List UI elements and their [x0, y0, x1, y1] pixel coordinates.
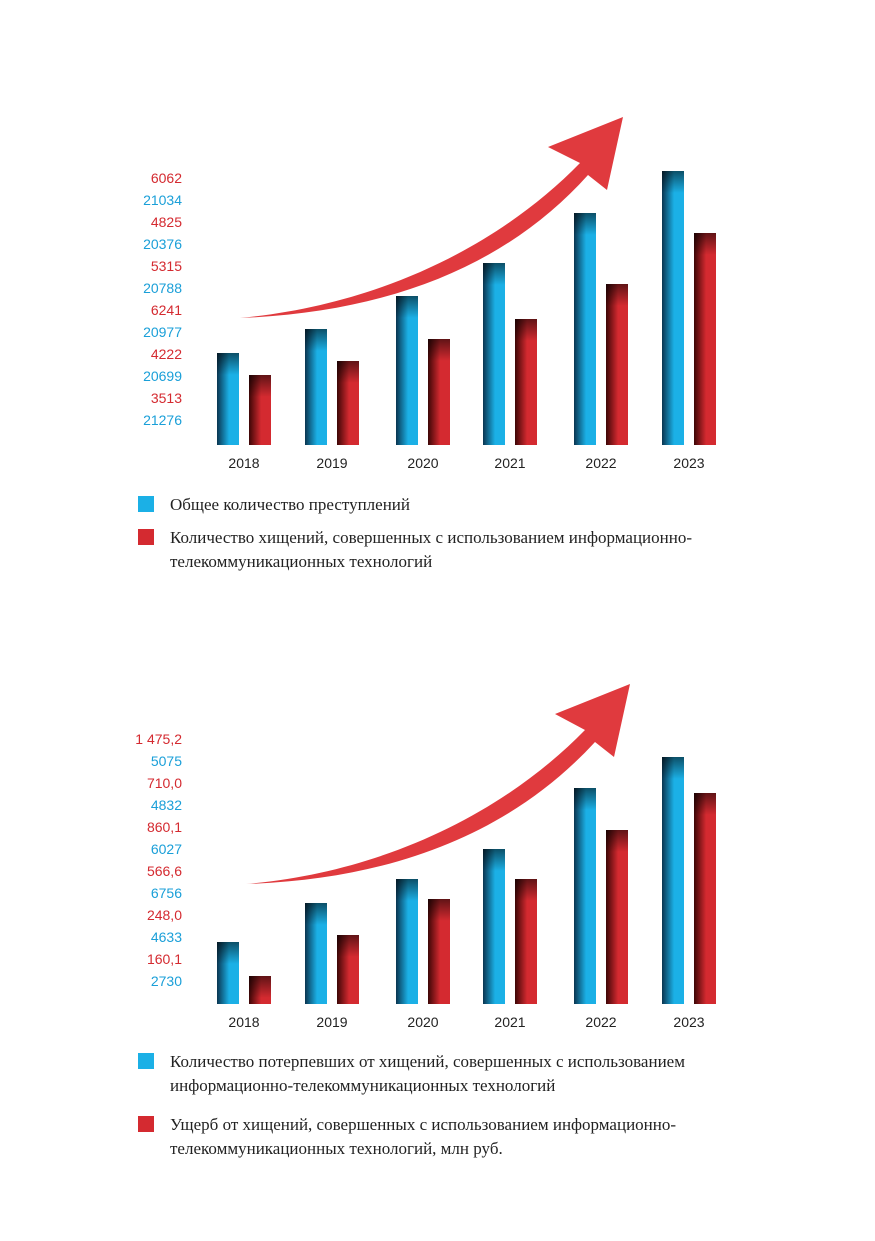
value-label: 21034	[143, 192, 182, 208]
x-tick-label: 2018	[228, 455, 259, 471]
bar-series2-2018	[249, 375, 271, 445]
legend: Количество потерпевших от хищений, совер…	[138, 1048, 778, 1168]
x-tick-label: 2023	[673, 455, 704, 471]
bar-series2-2023	[694, 233, 716, 445]
value-label: 6241	[150, 302, 182, 318]
bar-series1-2019	[305, 903, 327, 1004]
value-label: 20376	[143, 236, 182, 252]
legend-label: Общее количество преступлений	[170, 495, 411, 514]
value-label: 6062	[150, 170, 182, 186]
legend-swatch-blue	[138, 1053, 154, 1069]
legend-label: Ущерб от хищений, совершенных с использо…	[170, 1115, 677, 1158]
bar-series2-2018	[249, 976, 271, 1004]
trend-arrow	[240, 117, 623, 318]
x-tick-label: 2019	[316, 455, 347, 471]
bar-series1-2022	[574, 788, 596, 1004]
value-label: 5075	[150, 753, 182, 769]
bar-series1-2020	[396, 296, 418, 445]
bar-series2-2021	[515, 319, 537, 445]
x-tick-label: 2019	[316, 1014, 347, 1030]
value-label: 860,1	[146, 819, 182, 835]
value-label: 1 475,2	[135, 731, 182, 747]
chart-victims-damage-plot: 2018 2019 2020 2021 2022 2023	[217, 684, 716, 1030]
bar-series1-2018	[217, 353, 239, 445]
legend-item-ict-thefts: Количество хищений, совершенных с исполь…	[138, 526, 778, 574]
bar-series1-2022	[574, 213, 596, 445]
x-tick-label: 2023	[673, 1014, 704, 1030]
bar-series2-2022	[606, 830, 628, 1004]
legend-swatch-blue	[138, 496, 154, 512]
x-tick-label: 2021	[494, 455, 525, 471]
bar-series2-2019	[337, 935, 359, 1004]
value-label: 6027	[150, 841, 182, 857]
bar-series1-2020	[396, 879, 418, 1004]
value-label: 21276	[143, 412, 182, 428]
bar-series1-2021	[483, 263, 505, 445]
value-label: 4222	[150, 346, 182, 362]
value-label: 6756	[150, 885, 182, 901]
bar-series1-2019	[305, 329, 327, 445]
value-label: 4832	[150, 797, 182, 813]
legend-label: Количество хищений, совершенных с исполь…	[170, 528, 693, 571]
bar-series1-2021	[483, 849, 505, 1004]
bar-series2-2019	[337, 361, 359, 445]
value-label: 20977	[143, 324, 182, 340]
trend-arrow	[246, 684, 630, 884]
bar-series2-2020	[428, 339, 450, 445]
x-tick-label: 2018	[228, 1014, 259, 1030]
value-label: 4633	[150, 929, 182, 945]
legend-item-damage: Ущерб от хищений, совершенных с использо…	[138, 1113, 778, 1161]
value-label: 5315	[150, 258, 182, 274]
legend-item-victims: Количество потерпевших от хищений, совер…	[138, 1050, 778, 1098]
value-label: 160,1	[146, 951, 182, 967]
bar-series1-2023	[662, 171, 684, 445]
x-tick-label: 2022	[585, 455, 616, 471]
value-label: 2730	[150, 973, 182, 989]
value-label: 4825	[150, 214, 182, 230]
legend-label: Количество потерпевших от хищений, совер…	[170, 1052, 685, 1095]
chart-crimes-plot: 2018 2019 2020 2021 2022 2023	[217, 117, 716, 471]
value-label: 20788	[143, 280, 182, 296]
x-tick-label: 2022	[585, 1014, 616, 1030]
x-tick-label: 2021	[494, 1014, 525, 1030]
value-labels-list: 1 475,2 5075 710,0 4832 860,1 6027 566,6 6756 24…	[100, 0, 182, 1040]
bar-series2-2023	[694, 793, 716, 1004]
bar-series2-2021	[515, 879, 537, 1004]
value-label: 3513	[150, 390, 182, 406]
legend: Общее количество преступлений Количество…	[138, 490, 778, 580]
value-label: 566,6	[146, 863, 182, 879]
chart-crimes: 2018 2019 2020 2021 2022 2023 6062 21034 4825 20…	[0, 0, 875, 600]
bar-series2-2020	[428, 899, 450, 1004]
bar-series2-2022	[606, 284, 628, 445]
legend-item-total-crimes: Общее количество преступлений	[138, 493, 410, 517]
x-tick-label: 2020	[407, 1014, 438, 1030]
value-label: 248,0	[146, 907, 182, 923]
value-labels-list: 6062 21034 4825 20376 5315 20788 6241 20977 4222…	[100, 0, 182, 480]
x-tick-label: 2020	[407, 455, 438, 471]
legend-swatch-red	[138, 529, 154, 545]
bar-series1-2018	[217, 942, 239, 1004]
value-label: 710,0	[146, 775, 182, 791]
bar-series1-2023	[662, 757, 684, 1004]
value-label: 20699	[143, 368, 182, 384]
legend-swatch-red	[138, 1116, 154, 1132]
